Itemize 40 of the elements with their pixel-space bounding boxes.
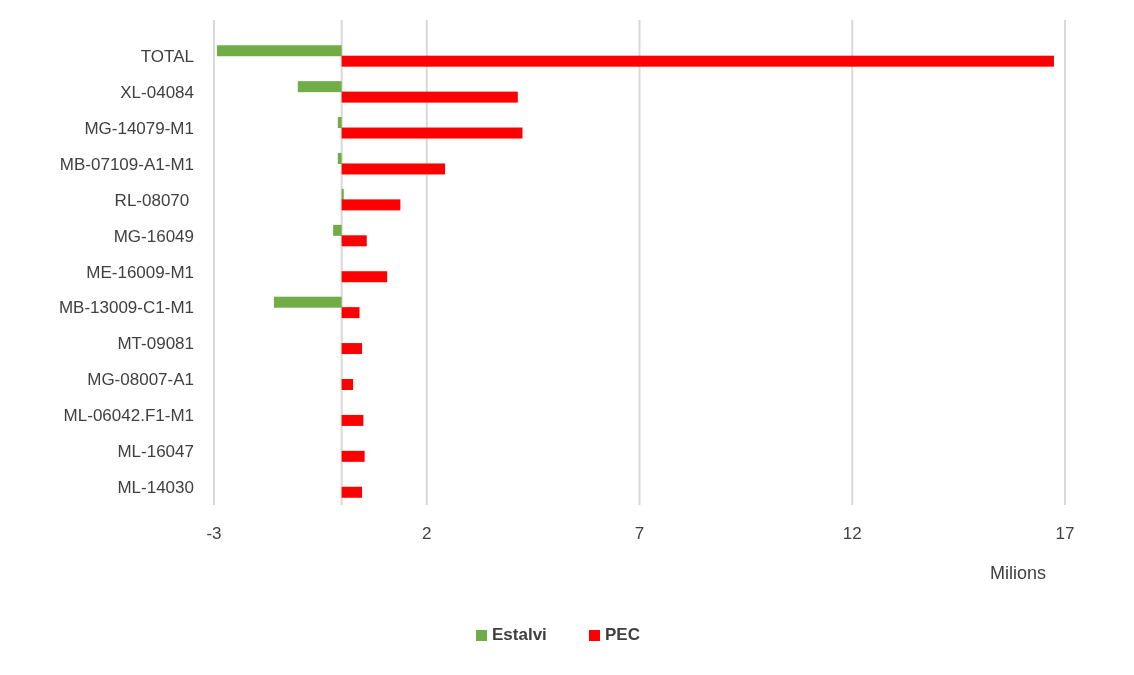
bar — [341, 55, 1054, 67]
bar — [341, 271, 388, 283]
y-tick-label: ML-06042.F1-M1 — [63, 406, 194, 426]
y-tick-label: XL-04084 — [120, 82, 194, 102]
y-tick-label: MT-09081 — [117, 334, 194, 354]
y-tick-label: MG-14079-M1 — [84, 118, 194, 138]
y-tick-label: MG-08007-A1 — [87, 370, 194, 390]
x-tick-label: -3 — [206, 524, 222, 543]
y-tick-label: MB-07109-A1-M1 — [59, 154, 194, 174]
y-tick-label: ME-16009-M1 — [86, 262, 194, 282]
x-tick-label: 17 — [1055, 524, 1075, 543]
bar — [341, 127, 523, 139]
bar — [274, 296, 342, 308]
bar — [341, 343, 363, 355]
x-tick-label: 2 — [422, 524, 432, 543]
y-tick-label: ML-14030 — [117, 478, 194, 498]
y-tick-label: ML-16047 — [117, 442, 194, 462]
bar — [216, 45, 342, 57]
bar — [341, 163, 446, 175]
y-tick-label: MB-13009-C1-M1 — [58, 298, 194, 318]
y-tick-label: RL-08070 — [114, 190, 194, 210]
bar — [337, 117, 342, 129]
bar — [337, 153, 342, 165]
bar — [333, 224, 342, 236]
legend-label: Estalvi — [492, 625, 547, 644]
bar — [297, 81, 342, 93]
bar — [341, 378, 354, 390]
x-axis-title: Milions — [989, 563, 1047, 583]
x-tick-label: 12 — [842, 524, 862, 543]
bar — [341, 235, 367, 247]
legend-label: PEC — [605, 625, 640, 644]
bar — [341, 199, 401, 211]
bar — [341, 486, 363, 498]
y-tick-label: MG-16049 — [113, 226, 194, 246]
x-tick-label: 7 — [634, 524, 645, 543]
bar — [341, 307, 360, 319]
bar — [341, 450, 365, 462]
y-tick-label: TOTAL — [140, 46, 194, 66]
bar — [341, 91, 518, 103]
bar — [341, 414, 364, 426]
